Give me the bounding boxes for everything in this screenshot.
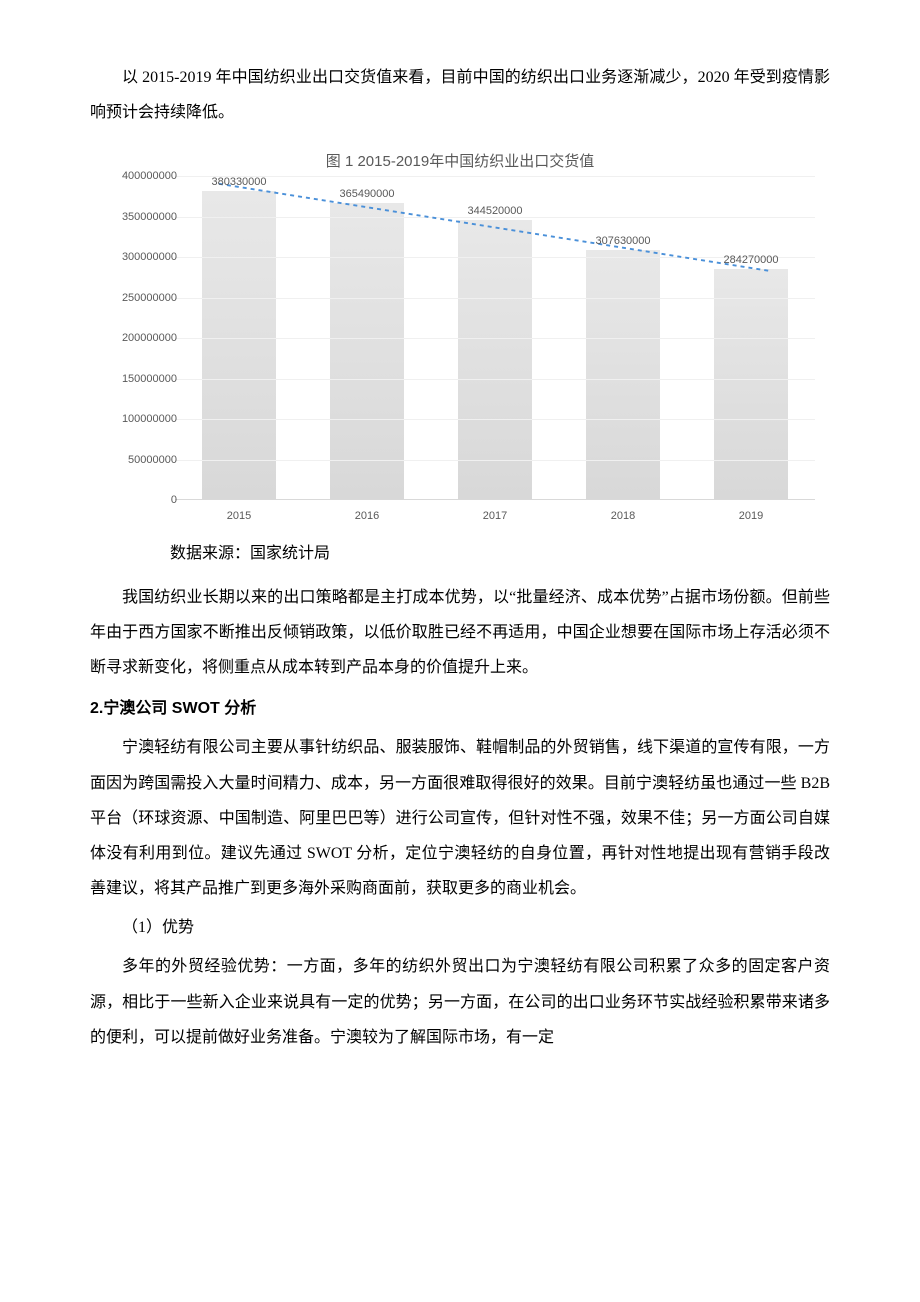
chart-ytick-label: 50000000 xyxy=(102,454,177,466)
chart-bar-value: 380330000 xyxy=(179,176,299,188)
chart-xtick-label: 2017 xyxy=(465,510,525,522)
chart-bar-value: 344520000 xyxy=(435,205,555,217)
heading-swot: 2.宁澳公司 SWOT 分析 xyxy=(90,691,830,726)
export-value-chart: 图 1 2015-2019年中国纺织业出口交货值 0 50000000 100000… xyxy=(95,148,825,528)
chart-ytick-label: 0 xyxy=(102,494,177,506)
chart-plot-area xyxy=(175,176,815,500)
intro-paragraph: 以 2015-2019 年中国纺织业出口交货值来看，目前中国的纺织出口业务逐渐减… xyxy=(90,60,830,130)
chart-ytick-label: 150000000 xyxy=(102,373,177,385)
chart-bar xyxy=(202,191,276,499)
chart-gridline xyxy=(175,298,815,299)
chart-bar xyxy=(330,203,404,499)
chart-bar xyxy=(458,220,532,499)
paragraph-strategy: 我国纺织业长期以来的出口策略都是主打成本优势，以“批量经济、成本优势”占据市场份… xyxy=(90,580,830,686)
chart-title: 图 1 2015-2019年中国纺织业出口交货值 xyxy=(95,150,825,171)
chart-ytick-label: 200000000 xyxy=(102,332,177,344)
chart-bar-value: 307630000 xyxy=(563,235,683,247)
paragraph-company-intro: 宁澳轻纺有限公司主要从事针纺织品、服装服饰、鞋帽制品的外贸销售，线下渠道的宣传有… xyxy=(90,730,830,906)
chart-gridline xyxy=(175,419,815,420)
chart-xtick-label: 2015 xyxy=(209,510,269,522)
chart-bar-value: 284270000 xyxy=(691,254,811,266)
chart-ytick-label: 300000000 xyxy=(102,251,177,263)
chart-ytick-label: 400000000 xyxy=(102,170,177,182)
paragraph-advantage: 多年的外贸经验优势：一方面，多年的纺织外贸出口为宁澳轻纺有限公司积累了众多的固定… xyxy=(90,949,830,1055)
chart-source: 数据来源：国家统计局 xyxy=(170,536,830,571)
chart-bar xyxy=(714,269,788,499)
chart-ytick-label: 250000000 xyxy=(102,292,177,304)
chart-gridline xyxy=(175,379,815,380)
chart-bar xyxy=(586,250,660,499)
chart-gridline xyxy=(175,460,815,461)
chart-bar-value: 365490000 xyxy=(307,188,427,200)
chart-gridline xyxy=(175,338,815,339)
chart-xtick-label: 2016 xyxy=(337,510,397,522)
subheading-advantage: （1）优势 xyxy=(90,910,830,945)
chart-xtick-label: 2019 xyxy=(721,510,781,522)
chart-ytick-label: 100000000 xyxy=(102,413,177,425)
chart-xtick-label: 2018 xyxy=(593,510,653,522)
chart-ytick-label: 350000000 xyxy=(102,211,177,223)
